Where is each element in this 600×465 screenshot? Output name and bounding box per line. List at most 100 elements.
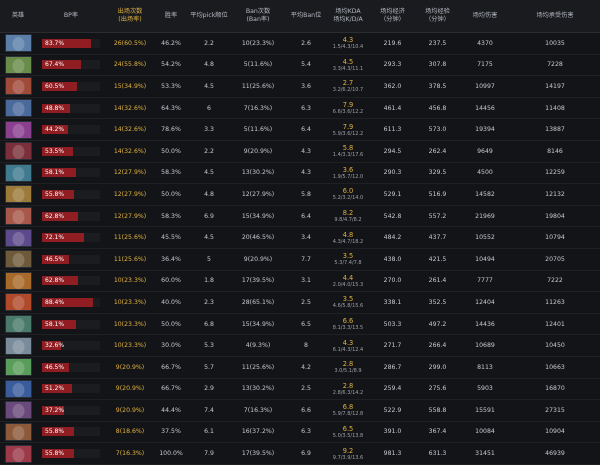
hero-cell[interactable] [0,399,36,422]
col-hero-damage-label: 场均伤害 [472,12,498,19]
table-row[interactable]: 55.8% 7(16.3%) 100.0% 7.9 17(39.5%) 6.9 9.2 9.7… [0,442,600,465]
table-row[interactable]: 32.6% 10(23.3%) 30.0% 5.3 4(9.3%) 8 4.3 6.1/4.3… [0,334,600,357]
hero-cell[interactable] [0,118,36,141]
col-win-rate[interactable]: 胜率 [154,0,188,33]
kda-cell: 4.3 6.1/4.3/12.4 [326,334,370,357]
ban-count-cell: 5(11.6%) [230,54,286,77]
kda-detail: 1.9/5.7/12.0 [332,173,364,180]
hero-portrait-14-icon[interactable] [4,315,32,334]
hero-cell[interactable] [0,75,36,98]
gpm-cell: 438.0 [370,248,415,271]
hero-cell[interactable] [0,162,36,185]
hero-damage-cell: 10084 [460,421,510,444]
hero-portrait-16-icon[interactable] [4,358,32,377]
table-row[interactable]: 55.8% 12(27.9%) 50.0% 4.8 12(27.9%) 5.8 6.0 5.2… [0,183,600,206]
portrait-art [5,445,31,462]
hero-portrait-7-icon[interactable] [4,163,32,182]
hero-portrait-6-icon[interactable] [4,142,32,161]
hero-cell[interactable] [0,442,36,465]
table-row[interactable]: 62.8% 10(23.3%) 60.0% 1.8 17(39.5%) 3.1 4.4 2.0… [0,270,600,293]
bp-rate-bar-fill [42,319,76,329]
damage-taken-cell: 7222 [510,270,600,293]
gpm-cell: 294.5 [370,140,415,163]
hero-cell[interactable] [0,356,36,379]
kda-detail: 9.7/3.9/13.6 [332,454,364,461]
bp-rate-bar: 46.5% [42,362,100,372]
hero-portrait-4-icon[interactable] [4,99,32,118]
col-win-rate-label: 胜率 [164,12,178,19]
ban-count-cell: 9(20.9%) [230,140,286,163]
col-kda[interactable]: 场均KDA 场均K/D/A [326,0,370,33]
hero-cell[interactable] [0,270,36,293]
hero-portrait-10-icon[interactable] [4,228,32,247]
hero-cell[interactable] [0,97,36,120]
table-row[interactable]: 62.8% 12(27.9%) 58.3% 6.9 15(34.9%) 6.4 8.2 9.8… [0,205,600,228]
table-row[interactable]: 44.2% 14(32.6%) 78.6% 3.3 5(11.6%) 6.4 7.9 5.9/… [0,118,600,141]
col-xpm[interactable]: 场均经验 （分钟） [415,0,460,33]
col-avg-ban[interactable]: 平均Ban位 [286,0,326,33]
table-row[interactable]: 53.5% 14(32.6%) 50.0% 2.2 9(20.9%) 4.3 5.8 1.4/… [0,140,600,163]
hero-portrait-1-icon[interactable] [4,34,32,53]
xpm-cell: 307.8 [415,54,460,77]
hero-portrait-20-icon[interactable] [4,444,32,463]
xpm-cell: 299.0 [415,356,460,379]
hero-portrait-2-icon[interactable] [4,55,32,74]
table-row[interactable]: 72.1% 11(25.6%) 45.5% 4.5 20(46.5%) 3.4 4.8 4.3… [0,226,600,249]
hero-portrait-9-icon[interactable] [4,207,32,226]
col-damage-taken[interactable]: 场均承受伤害 [510,0,600,33]
table-row[interactable]: 46.5% 9(20.9%) 66.7% 5.7 11(25.6%) 4.2 2.8 3.0/… [0,356,600,379]
hero-cell[interactable] [0,54,36,77]
gpm-cell: 981.3 [370,442,415,465]
col-gpm[interactable]: 场均经济 （分钟） [370,0,415,33]
col-pick-count[interactable]: 出场次数 (出场率) [106,0,154,33]
hero-cell[interactable] [0,205,36,228]
hero-portrait-19-icon[interactable] [4,422,32,441]
gpm-cell: 362.0 [370,75,415,98]
col-ban-count[interactable]: Ban次数 (Ban率) [230,0,286,33]
ban-count-cell: 15(34.9%) [230,205,286,228]
hero-cell[interactable] [0,248,36,271]
kda-cell: 6.5 5.0/3.5/13.8 [326,421,370,444]
hero-portrait-11-icon[interactable] [4,250,32,269]
table-row[interactable]: 46.5% 11(25.6%) 36.4% 5 9(20.9%) 7.7 3.5 5.3/7.… [0,248,600,271]
hero-portrait-15-icon[interactable] [4,336,32,355]
hero-portrait-8-icon[interactable] [4,185,32,204]
table-row[interactable]: 58.1% 12(27.9%) 58.3% 4.5 13(30.2%) 4.3 3.6 1.9… [0,162,600,185]
avg-ban-cell: 6.6 [286,399,326,422]
table-row[interactable]: 88.4% 10(23.3%) 40.0% 2.3 28(65.1%) 2.5 3.5 4.6… [0,291,600,314]
table-row[interactable]: 83.7% 26(60.5%) 46.2% 2.2 10(23.3%) 2.6 4.3 1.5… [0,32,600,55]
table-row[interactable]: 67.4% 24(55.8%) 54.2% 4.8 5(11.6%) 5.4 4.5 3.3/… [0,54,600,77]
table-row[interactable]: 60.5% 15(34.9%) 53.3% 4.5 11(25.6%) 3.6 2.7 3.2… [0,75,600,98]
table-row[interactable]: 51.2% 9(20.9%) 66.7% 2.9 13(30.2%) 2.5 2.8 2.8/… [0,378,600,401]
hero-portrait-5-icon[interactable] [4,120,32,139]
col-bp-rate[interactable]: BP率 [36,0,106,33]
hero-cell[interactable] [0,421,36,444]
avg-ban-cell: 6.4 [286,205,326,228]
avg-ban-cell: 2.6 [286,32,326,55]
hero-cell[interactable] [0,313,36,336]
table-row[interactable]: 55.8% 8(18.6%) 37.5% 6.1 16(37.2%) 6.3 6.5 5.0/… [0,421,600,444]
col-hero[interactable]: 英雄 [0,0,36,33]
hero-portrait-13-icon[interactable] [4,293,32,312]
hero-damage-cell: 5903 [460,378,510,401]
hero-portrait-18-icon[interactable] [4,401,32,420]
win-rate-cell: 66.7% [154,356,188,379]
avg-ban-cell: 6.9 [286,442,326,465]
col-avg-pick[interactable]: 平均pick顺位 [188,0,230,33]
col-hero-damage[interactable]: 场均伤害 [460,0,510,33]
hero-portrait-12-icon[interactable] [4,271,32,290]
hero-portrait-17-icon[interactable] [4,379,32,398]
hero-cell[interactable] [0,183,36,206]
table-row[interactable]: 58.1% 10(23.3%) 50.0% 6.8 15(34.9%) 6.5 6.6 8.1… [0,313,600,336]
table-row[interactable]: 48.8% 14(32.6%) 64.3% 6 7(16.3%) 6.3 7.9 6.6/3.… [0,97,600,120]
hero-cell[interactable] [0,291,36,314]
hero-cell[interactable] [0,32,36,55]
ban-count-cell: 16(37.2%) [230,421,286,444]
hero-cell[interactable] [0,140,36,163]
table-row[interactable]: 37.2% 9(20.9%) 44.4% 7.4 7(16.3%) 6.6 6.8 5.9/7… [0,399,600,422]
bp-rate-value: 62.8% [45,277,65,285]
hero-portrait-3-icon[interactable] [4,77,32,96]
hero-cell[interactable] [0,226,36,249]
hero-cell[interactable] [0,334,36,357]
hero-cell[interactable] [0,378,36,401]
